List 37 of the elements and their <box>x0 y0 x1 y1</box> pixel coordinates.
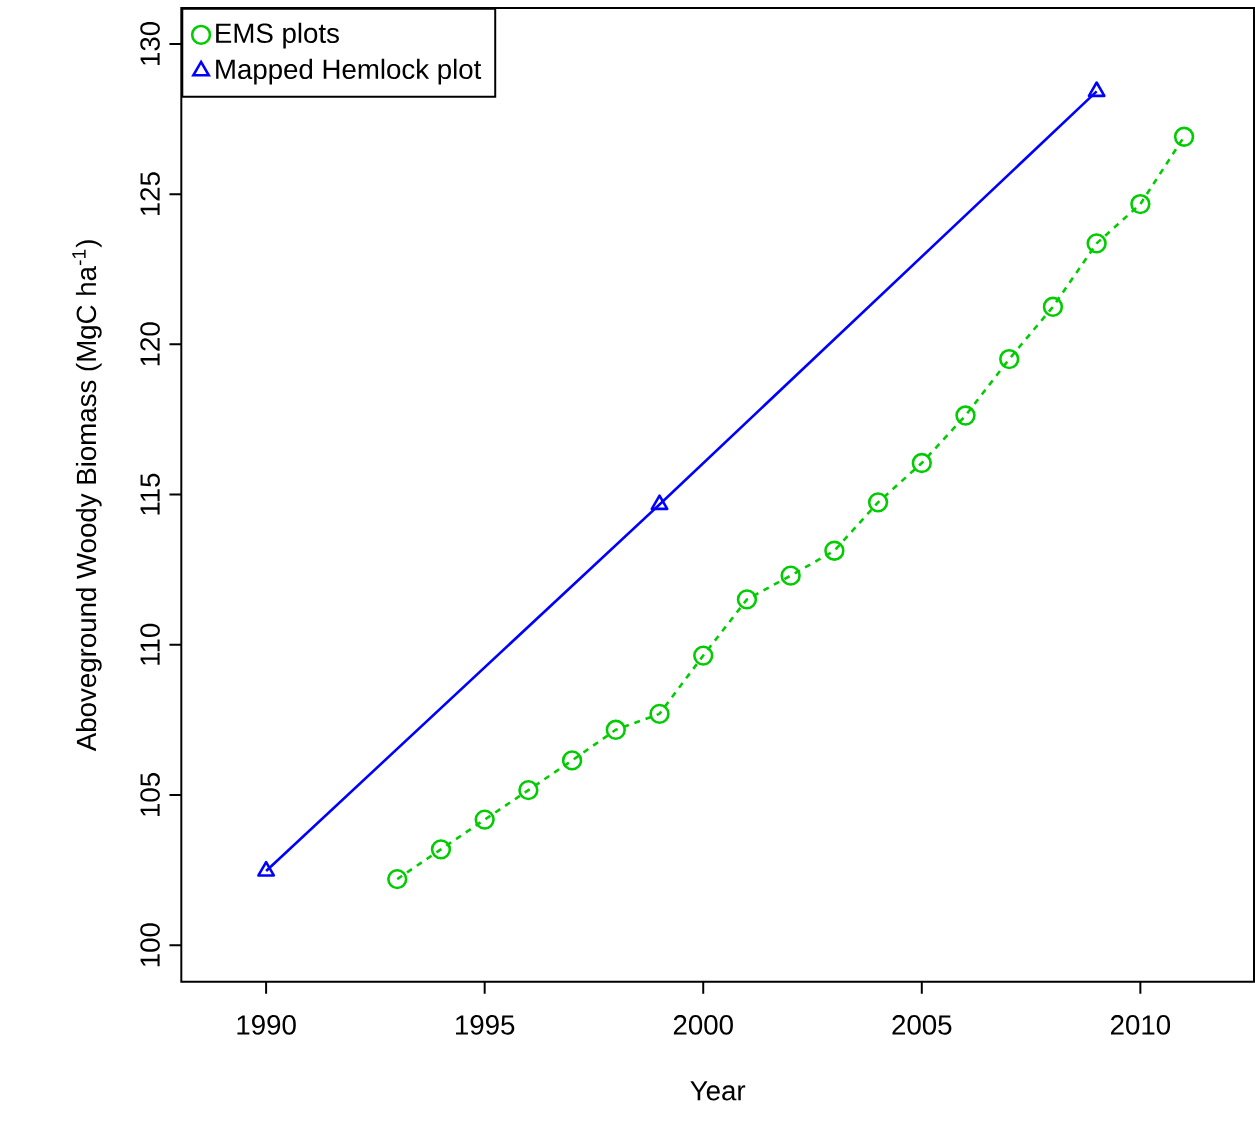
point <box>1130 193 1151 215</box>
point <box>430 839 452 860</box>
point <box>824 540 845 561</box>
point <box>693 645 714 666</box>
x-tick-label: 2010 <box>1110 1015 1171 1035</box>
point <box>605 719 626 740</box>
x-tick-label: 1990 <box>237 1015 296 1035</box>
x-axis-title: Year <box>690 1081 746 1101</box>
point <box>955 405 976 426</box>
point <box>999 348 1020 370</box>
y-tick-label: 110 <box>140 623 160 665</box>
point <box>1173 126 1195 147</box>
legend-label: Mapped Hemlock plot <box>216 58 482 85</box>
y-tick-label: 125 <box>140 172 160 216</box>
point <box>1086 233 1107 254</box>
x-tick-label: 2005 <box>892 1015 952 1035</box>
y-axis-title: Aboveground Woody Biomass (MgC ha$^{-1}$) <box>72 240 102 752</box>
point <box>649 703 670 725</box>
point <box>1042 296 1064 317</box>
x-tick-label: 2000 <box>673 1015 733 1035</box>
point <box>780 565 801 586</box>
y-tick-label: 120 <box>140 322 160 366</box>
point <box>474 809 495 830</box>
point <box>1087 81 1106 98</box>
legend-label: EMS plots <box>216 22 339 49</box>
y-tick-label: 130 <box>140 21 160 65</box>
point <box>911 452 932 474</box>
point <box>867 492 889 513</box>
point <box>387 868 408 890</box>
point <box>518 779 539 801</box>
point <box>736 589 758 610</box>
y-tick-label: 115 <box>140 473 160 515</box>
x-tick-label: 1995 <box>456 1015 515 1035</box>
point <box>650 494 669 511</box>
point <box>561 750 583 771</box>
y-tick-label: 100 <box>140 923 160 967</box>
y-tick-label: 105 <box>140 773 160 816</box>
